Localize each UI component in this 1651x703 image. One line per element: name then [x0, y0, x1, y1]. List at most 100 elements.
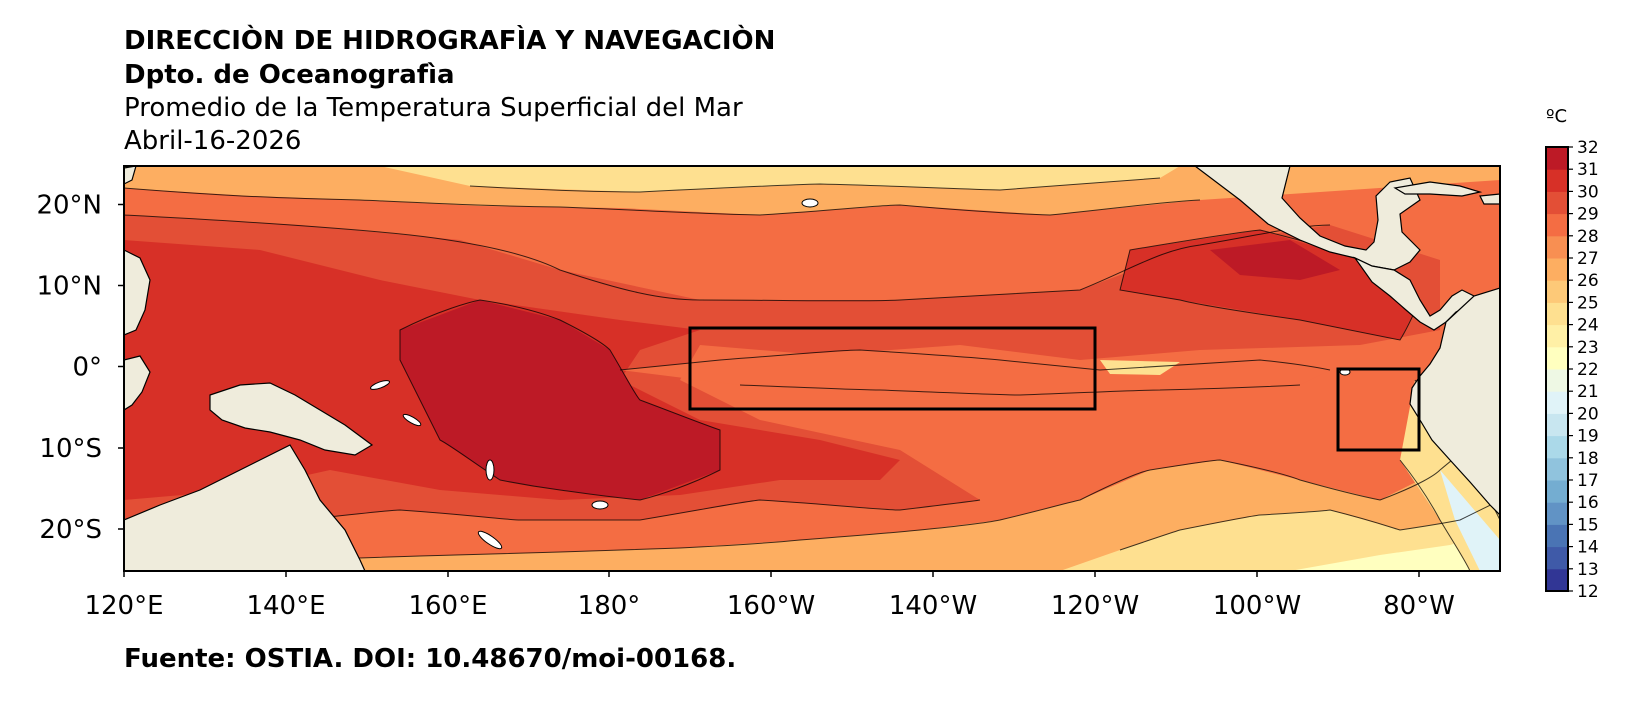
lon-tick-label: 160°E: [408, 591, 487, 621]
sst-coastal-cold: [1440, 470, 1500, 571]
colorbar-tick-label: 29: [1577, 205, 1599, 225]
lon-tick-label: 140°E: [246, 591, 325, 621]
colorbar-band: [1546, 258, 1568, 281]
lon-tick-label: 80°W: [1383, 591, 1455, 621]
region-box-nino-12: [1336, 367, 1421, 452]
colorbar-tick-label: 15: [1577, 515, 1599, 535]
contour-equator-2: [739, 384, 1301, 396]
land-new-guinea: [209, 382, 374, 456]
sst-band-south-24: [1060, 500, 1500, 571]
lon-tick-label: 160°W: [727, 591, 815, 621]
lat-tick-label: 20°N: [36, 191, 102, 221]
colorbar-band: [1546, 413, 1568, 437]
pacific-islands: [370, 198, 1351, 550]
colorbar-tick-label: 24: [1577, 316, 1599, 336]
colorbar-band: [1546, 169, 1568, 192]
colorbar-band: [1546, 391, 1568, 414]
contour-equator-1: [619, 349, 1331, 371]
sst-equatorial-tongue: [620, 350, 1330, 395]
land-borneo-philippines: [124, 249, 151, 336]
contour-north-3: [469, 177, 1161, 193]
colorbar-tick-label: 23: [1577, 338, 1599, 358]
colorbar-band: [1546, 147, 1568, 170]
colorbar-bands: [1546, 147, 1568, 592]
institution-title: DIRECCIÒN DE HIDROGRAFÌA Y NAVEGACIÒN: [124, 26, 776, 56]
colorbar-tick-label: 25: [1577, 293, 1599, 313]
contour-south-3: [1119, 499, 1500, 551]
lat-tick-label: 10°N: [36, 272, 102, 302]
land-australia: [124, 444, 366, 571]
colorbar-band: [1546, 280, 1568, 303]
contour-coastal-2: [1399, 459, 1471, 571]
island-new-caledonia: [477, 530, 503, 550]
colorbar-band: [1546, 502, 1568, 525]
land-south-america: [1409, 287, 1500, 516]
lon-tick-label: 100°W: [1213, 591, 1301, 621]
colorbar-band: [1546, 480, 1568, 503]
colorbar-tick-label: 31: [1577, 160, 1599, 180]
data-source-note: Fuente: OSTIA. DOI: 10.48670/moi-00168.: [124, 644, 737, 674]
island-hawaii: [801, 198, 819, 208]
land-cuba: [1393, 181, 1483, 197]
island-solomon: [402, 413, 422, 427]
colorbar-tick-label: 17: [1577, 471, 1599, 491]
sst-band-31: [400, 300, 720, 500]
map-area: [124, 166, 1500, 571]
colorbar-band: [1546, 213, 1568, 237]
lat-tick-label: 20°S: [39, 515, 102, 545]
colorbar-tick-label: 26: [1577, 271, 1599, 291]
map-title: Promedio de la Temperatura Superficial d…: [124, 93, 743, 123]
colorbar-tick-label: 30: [1577, 182, 1599, 202]
colorbar-tick-label: 19: [1577, 427, 1599, 447]
sst-band-south-26: [124, 420, 1500, 571]
land-mexico: [1194, 166, 1421, 271]
colorbar-frame: [1545, 146, 1569, 592]
island-fiji: [591, 500, 609, 510]
colorbar-tick-label: 20: [1577, 404, 1599, 424]
lon-tick-label: 140°W: [889, 591, 977, 621]
colorbar-band: [1546, 568, 1568, 592]
land-hispaniola: [1479, 193, 1500, 205]
land-masses: [124, 166, 1500, 571]
sst-band-31-east: [1210, 240, 1340, 280]
sst-band-south-22: [1290, 530, 1500, 571]
lat-tick-label: 10°S: [39, 434, 102, 464]
colorbar-tick-label: 18: [1577, 449, 1599, 469]
island-vanuatu: [485, 459, 495, 481]
contour-north-2: [124, 187, 1201, 216]
sst-band-north-24: [380, 166, 1180, 192]
lon-axis: 120°E 140°E 160°E 180° 160°W 140°W 120°W…: [84, 571, 1455, 621]
island-bismarck: [370, 380, 390, 390]
colorbar-band: [1546, 235, 1568, 259]
sst-band-30-east: [1120, 230, 1420, 340]
map-frame: [123, 165, 1501, 572]
colorbar-band: [1546, 191, 1568, 215]
colorbar-band: [1546, 302, 1568, 326]
colorbar-band: [1546, 457, 1568, 481]
colorbar-unit-label: ºC: [1546, 106, 1567, 127]
lat-axis: 20°N 10°N 0° 10°S 20°S: [36, 191, 124, 545]
contour-south-2: [124, 419, 1500, 567]
colorbar-tick-label: 12: [1577, 582, 1599, 602]
colorbar-tick-label: 13: [1577, 560, 1599, 580]
contour-north-1: [124, 214, 1331, 302]
colorbar-band: [1546, 524, 1568, 548]
colorbar-tick-label: 21: [1577, 382, 1599, 402]
contour-east-1: [1119, 229, 1421, 341]
sst-contours: [124, 177, 1500, 571]
lon-tick-label: 120°W: [1051, 591, 1139, 621]
region-box-nino-34: [688, 326, 1097, 411]
lon-tick-label: 180°: [578, 591, 641, 621]
sst-field: [124, 166, 1500, 571]
colorbar-tick-label: 22: [1577, 360, 1599, 380]
map-date: Abril-16-2026: [124, 126, 302, 156]
colorbar-band: [1546, 435, 1568, 459]
colorbar-tick-label: 28: [1577, 227, 1599, 247]
colorbar-band: [1546, 369, 1568, 392]
department-title: Dpto. de Oceanografìa: [124, 60, 455, 90]
colorbar-tick-label: 14: [1577, 538, 1599, 558]
land-sulawesi: [124, 355, 151, 411]
contour-warm-1: [399, 299, 721, 501]
